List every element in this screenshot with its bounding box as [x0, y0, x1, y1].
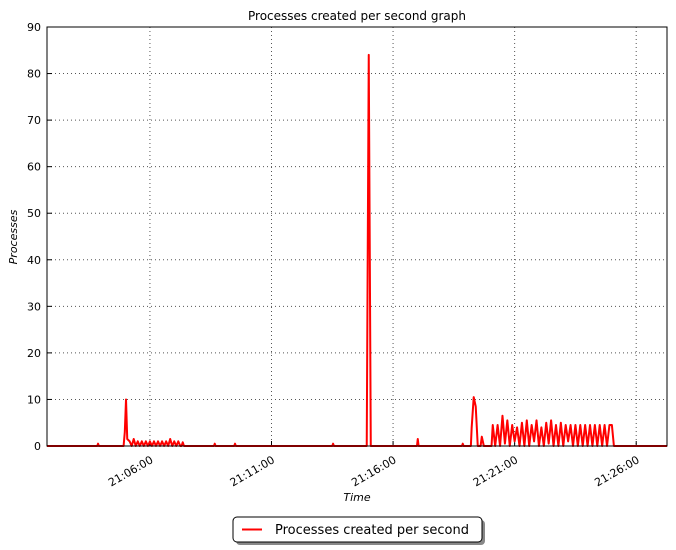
legend-box	[232, 516, 483, 543]
x-tick-label: 21:16:00	[349, 453, 398, 489]
y-tick-label: 70	[27, 114, 41, 127]
chart-title: Processes created per second graph	[248, 9, 466, 23]
y-tick-label: 80	[27, 68, 41, 81]
y-tick-label: 50	[27, 207, 41, 220]
x-tick-label: 21:06:00	[106, 453, 155, 489]
x-tick-label: 21:26:00	[592, 453, 641, 489]
y-tick-label: 10	[27, 393, 41, 406]
y-tick-label: 20	[27, 347, 41, 360]
plot-frame	[46, 26, 668, 447]
data-line	[47, 53, 667, 447]
legend-label: Processes created per second	[275, 523, 469, 538]
y-tick-label: 0	[34, 440, 41, 453]
x-tick-label: 21:11:00	[228, 453, 277, 489]
y-tick-label: 30	[27, 300, 41, 313]
x-tick-label: 21:21:00	[471, 453, 520, 489]
y-tick-label: 90	[27, 21, 41, 34]
y-tick-label: 40	[27, 254, 41, 267]
x-axis-label: Time	[343, 491, 370, 504]
y-tick-label: 60	[27, 161, 41, 174]
y-axis-label: Processes	[7, 209, 20, 264]
